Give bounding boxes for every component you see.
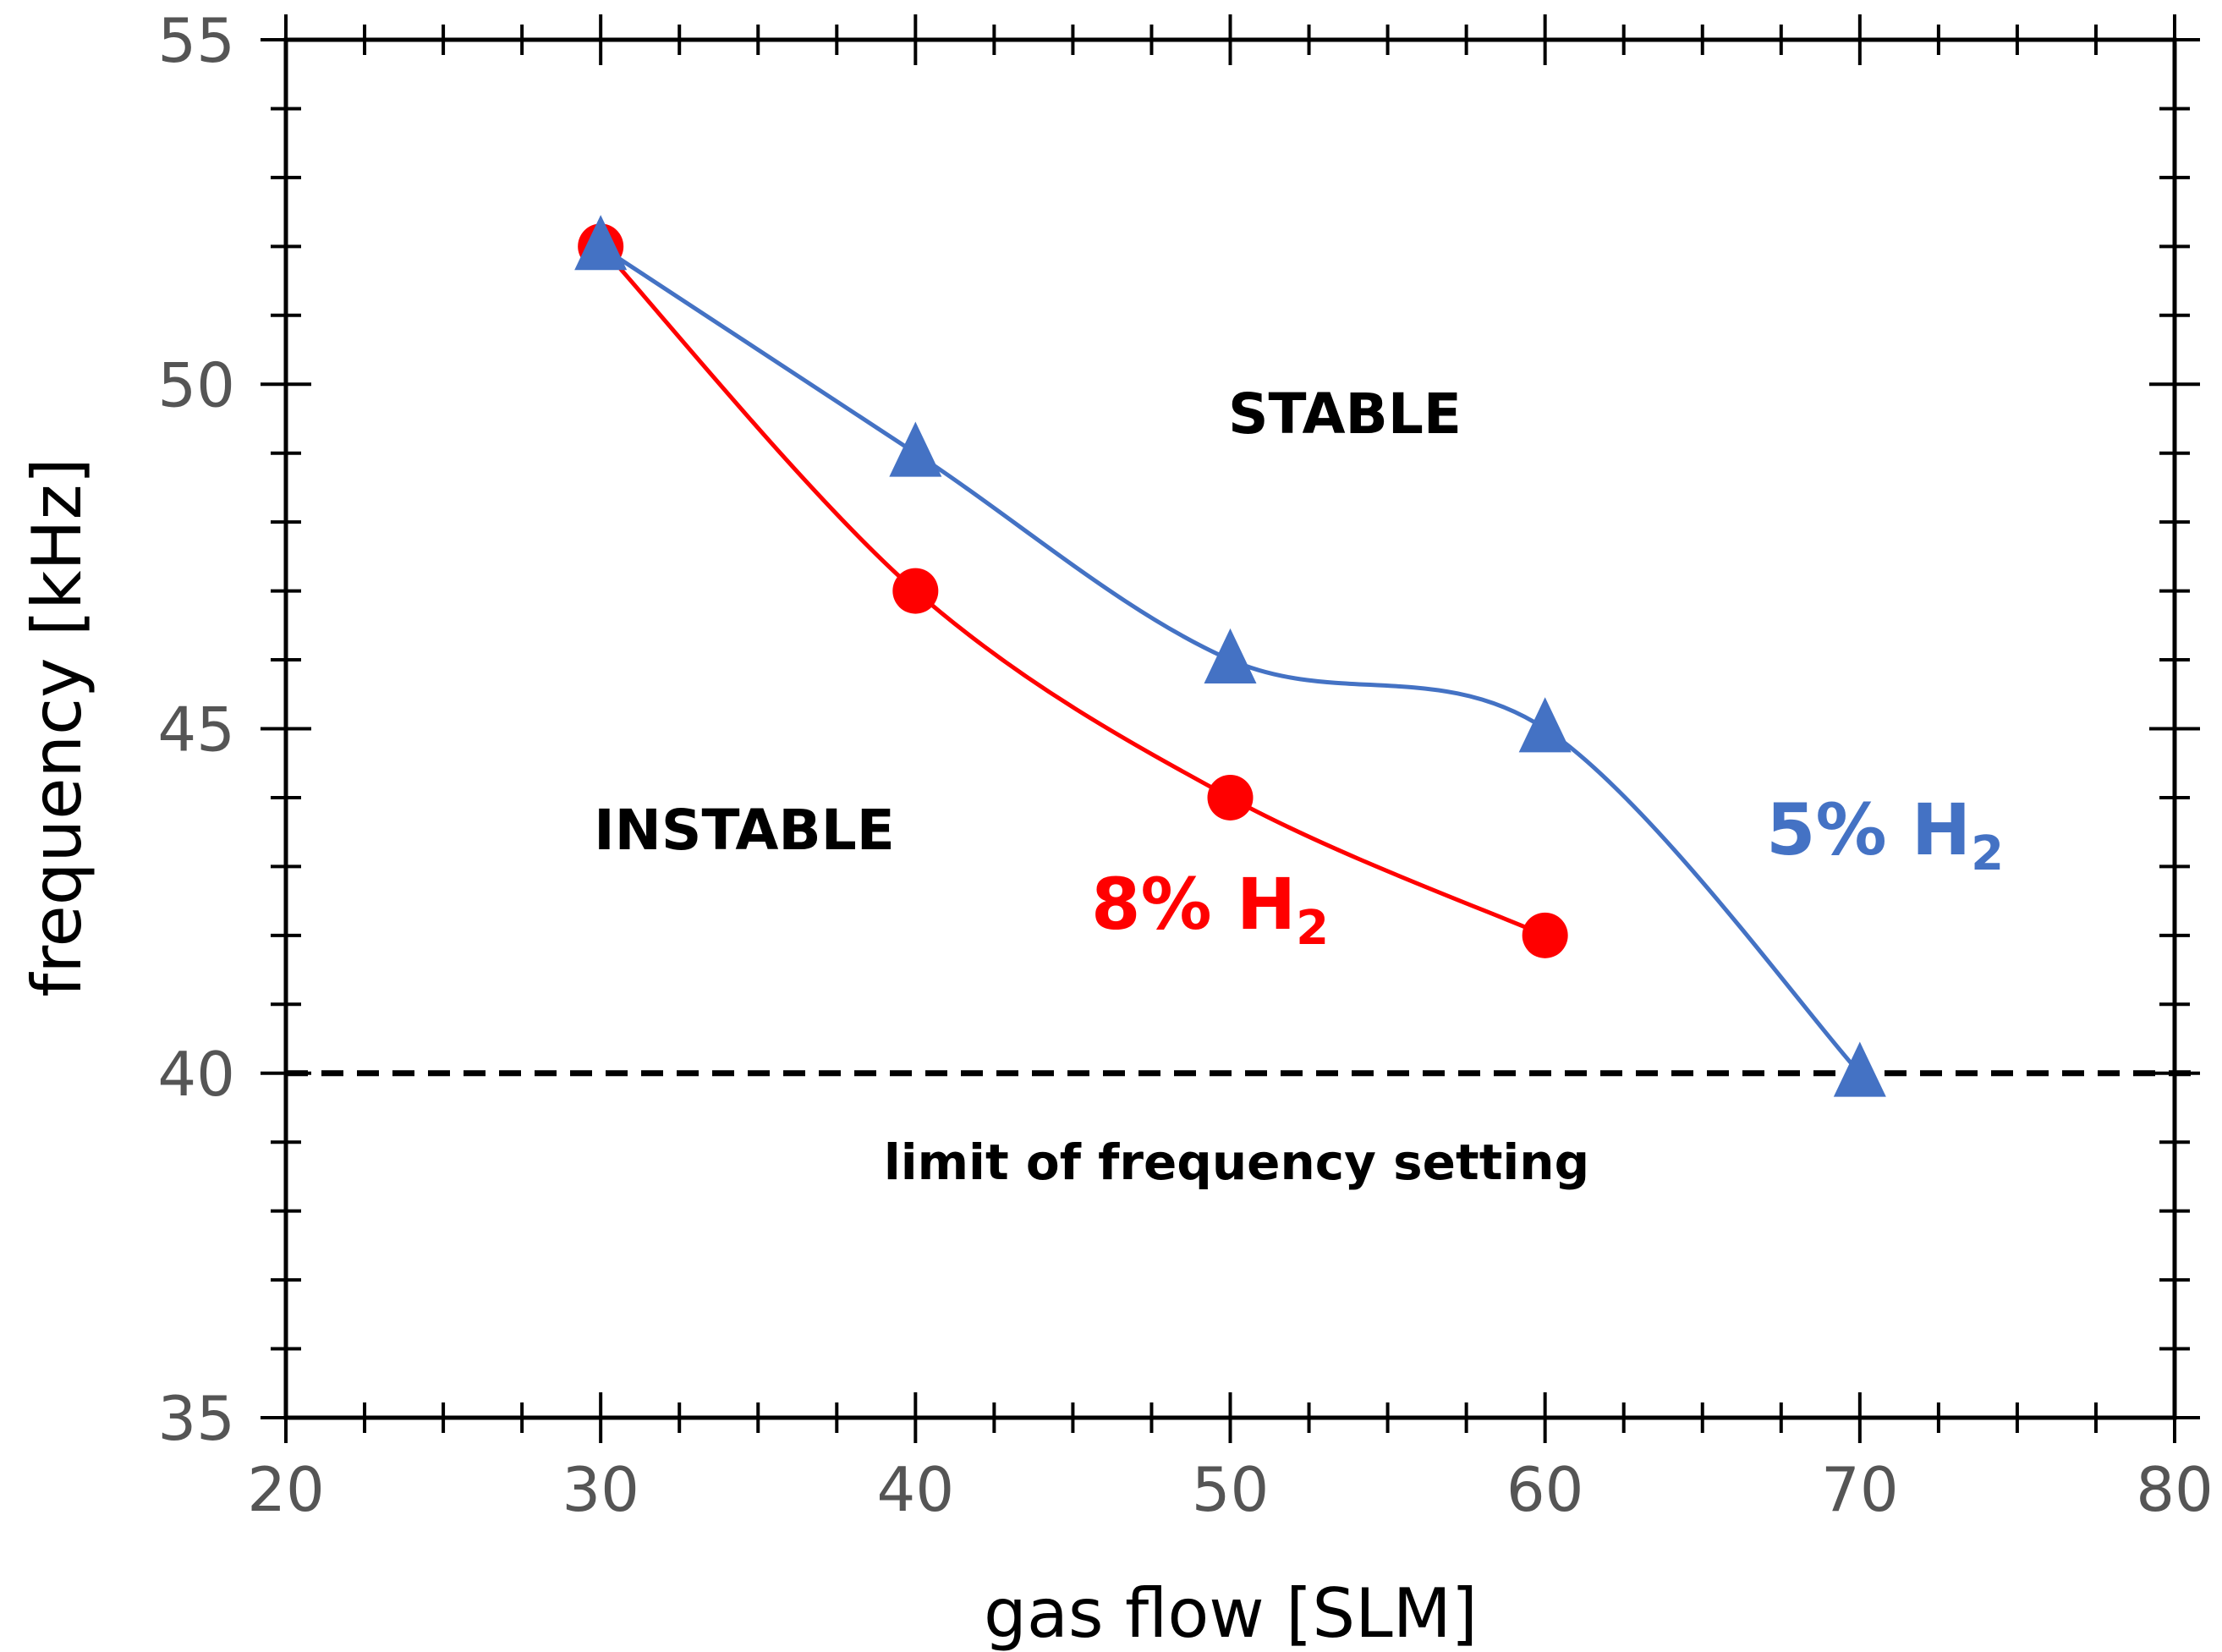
series-label-8pct: 8% H2 (1091, 863, 1329, 956)
annotation-stable: STABLE (1228, 381, 1462, 447)
y-tick-label: 55 (157, 5, 235, 76)
x-axis-label: gas flow [SLM] (984, 1574, 1478, 1652)
series-1-point (1204, 628, 1257, 683)
x-tick-label: 20 (247, 1454, 325, 1525)
y-tick-label: 50 (157, 349, 235, 420)
series-0-point (892, 568, 939, 614)
series-1-point (574, 215, 628, 271)
series-1-point (889, 421, 942, 477)
x-tick-label: 80 (2136, 1454, 2214, 1525)
x-tick-label: 30 (562, 1454, 639, 1525)
series-0-point (1522, 912, 1568, 958)
series-1-point (1518, 697, 1572, 753)
reference-line-label: limit of frequency setting (884, 1133, 1589, 1191)
series-layer (574, 215, 1886, 1097)
x-tick-label: 40 (877, 1454, 955, 1525)
y-tick-label: 40 (157, 1039, 235, 1110)
annotation-instable: INSTABLE (594, 798, 895, 863)
x-tick-label: 50 (1192, 1454, 1270, 1525)
series-line-0 (599, 244, 1546, 938)
series-label-5pct: 5% H2 (1766, 788, 2004, 881)
y-tick-label: 35 (157, 1383, 235, 1454)
y-tick-label: 45 (157, 694, 235, 766)
y-axis-label: frequency [kHz] (18, 458, 96, 997)
x-tick-label: 60 (1506, 1454, 1584, 1525)
plot-frame (283, 37, 2177, 1420)
x-tick-label: 70 (1821, 1454, 1899, 1525)
series-0-point (1207, 774, 1254, 821)
series-1-point (1833, 1041, 1886, 1097)
tick-labels: 20 30 40 50 60 70 80 35 40 45 50 55 (157, 5, 2213, 1525)
axis-ticks (261, 14, 2200, 1443)
